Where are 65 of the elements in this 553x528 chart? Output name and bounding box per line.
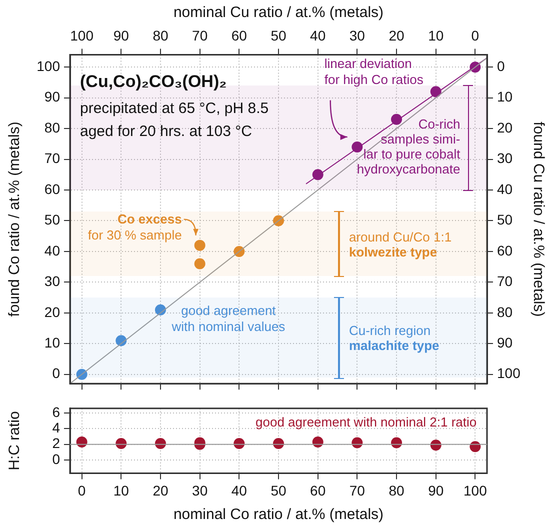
y2-tick-label: 30 <box>497 150 513 166</box>
x-tick-label: 70 <box>349 482 366 498</box>
annotation: Co excess for 30 % sample <box>88 211 182 242</box>
annotation: linear deviation for high Co ratios <box>324 56 424 88</box>
y-tick-label: 70 <box>44 150 60 166</box>
x2-axis-title: nominal Cu ratio / at.% (metals) <box>173 4 384 22</box>
y2-tick-label: 10 <box>497 88 513 105</box>
x2-tick-label: 40 <box>310 27 326 44</box>
y-tick-label: 40 <box>44 242 60 258</box>
text: precipitated at 65 °C, pH 8.5 aged for 20 hrs. at 103 °C <box>80 100 269 140</box>
x-tick-label: 100 <box>464 482 488 498</box>
y-tick-label: 0 <box>52 365 60 382</box>
y2-tick-label: 20 <box>497 119 513 136</box>
x-tick-label: 80 <box>388 482 405 498</box>
y-tick-label: 50 <box>44 212 60 228</box>
y-axis-title: H:C ratio <box>6 411 24 470</box>
x2-tick-label: 30 <box>349 27 366 44</box>
x-tick-label: 40 <box>231 482 248 498</box>
x2-tick-label: 80 <box>152 27 168 44</box>
x2-tick-label: 90 <box>113 27 130 44</box>
x2-tick-label: 70 <box>192 27 208 44</box>
x-tick-label: 20 <box>152 482 168 498</box>
x-tick-label: 60 <box>310 482 326 498</box>
annotation: good agreement with nominal 2:1 ratio <box>256 414 477 430</box>
x2-tick-label: 50 <box>270 27 286 44</box>
text: (Cu,Co)₂CO₃(OH)₂ <box>80 72 227 91</box>
y-tick-label: 20 <box>44 304 60 320</box>
y-tick-label: 0 <box>52 450 60 467</box>
point <box>194 240 206 251</box>
y2-tick-label: 80 <box>497 304 513 320</box>
y-tick-label: 90 <box>44 88 60 105</box>
x-tick-label: 30 <box>192 482 208 498</box>
x2-tick-label: 100 <box>70 27 94 44</box>
y2-tick-label: 70 <box>497 273 513 290</box>
y-tick-label: 80 <box>44 119 60 136</box>
y-tick-label: 30 <box>44 273 60 290</box>
y-tick-label: 4 <box>52 420 60 436</box>
point <box>194 258 206 270</box>
band-label: Co-rich samples simi- lar to pure cobalt hydroxycarbonate <box>356 116 461 176</box>
y-axis-title: found Co ratio / at.% (metals) <box>6 122 24 317</box>
y-tick-label: 100 <box>36 58 60 74</box>
y-tick-label: 6 <box>52 404 60 420</box>
x2-tick-label: 0 <box>471 27 480 44</box>
y2-tick-label: 90 <box>497 334 513 351</box>
band-label: around Cu/Co 1:1 kolwezite type <box>348 229 452 260</box>
band-label: Cu-rich region malachite type <box>348 323 440 354</box>
point <box>116 335 127 346</box>
x-axis-title: nominal Co ratio / at.% (metals) <box>173 506 384 524</box>
x-tick-label: 10 <box>113 482 130 498</box>
y2-tick-label: 40 <box>497 180 513 197</box>
x2-tick-label: 10 <box>428 27 444 44</box>
y-tick-label: 60 <box>44 180 60 197</box>
y2-tick-label: 100 <box>497 365 521 382</box>
x2-tick-label: 20 <box>388 27 405 44</box>
annotation: good agreement with nominal values <box>170 302 286 334</box>
x-tick-label: 50 <box>270 482 286 498</box>
y2-tick-label: 50 <box>497 212 513 228</box>
x2-tick-label: 60 <box>231 27 248 44</box>
x-tick-label: 0 <box>78 482 86 498</box>
y-tick-label: 10 <box>44 334 60 351</box>
y2-axis-title: found Cu ratio / at.% (metals) <box>530 122 547 317</box>
y-tick-label: 2 <box>52 435 60 452</box>
y2-tick-label: 60 <box>497 242 513 258</box>
x-tick-label: 90 <box>428 482 444 498</box>
y2-tick-label: 0 <box>497 58 505 74</box>
